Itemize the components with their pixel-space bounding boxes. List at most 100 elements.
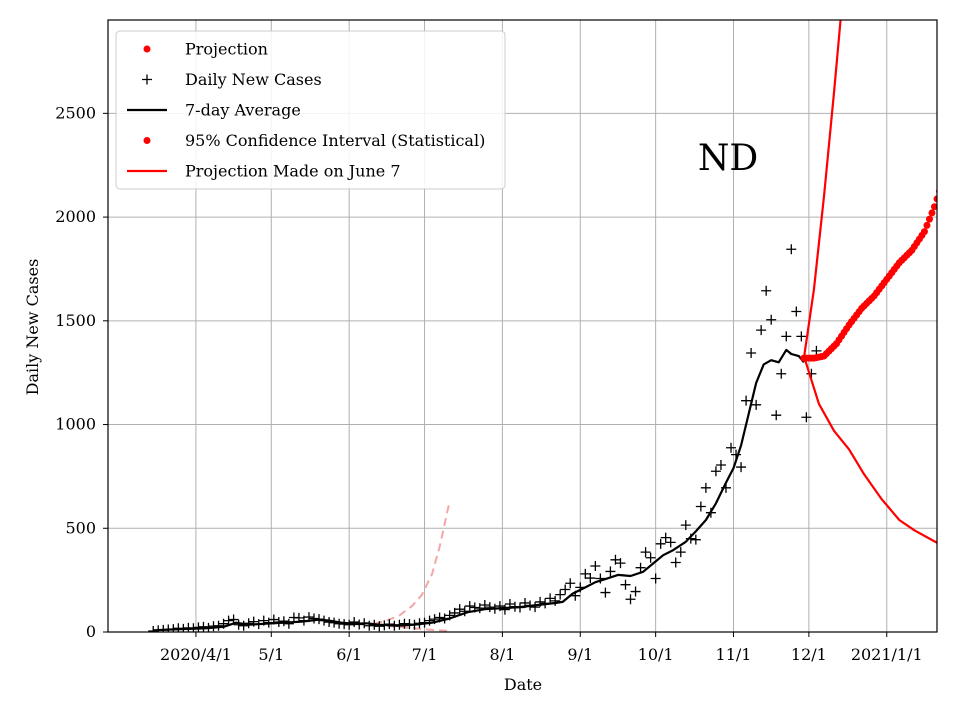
data-point-daily-new-cases: [349, 617, 360, 628]
legend-label: Daily New Cases: [185, 70, 322, 89]
data-point-daily-new-cases: [464, 601, 475, 612]
data-point-daily-new-cases: [560, 584, 571, 595]
x-tick-label: 10/1: [638, 645, 674, 664]
chart-annotation: ND: [698, 138, 758, 179]
y-tick-label: 0: [86, 622, 96, 641]
series-layer: [148, 20, 937, 632]
data-point-daily-new-cases: [499, 604, 510, 615]
data-point-daily-new-cases: [655, 538, 666, 549]
data-point-daily-new-cases: [580, 568, 591, 579]
data-point-daily-new-cases: [484, 602, 495, 613]
data-point-daily-new-cases: [565, 578, 576, 589]
x-tick-label: 5/1: [258, 645, 284, 664]
y-tick-label: 500: [65, 518, 96, 537]
data-point-daily-new-cases: [213, 620, 224, 631]
data-point-daily-new-cases: [645, 552, 656, 563]
legend-marker-plus: [142, 74, 152, 85]
x-tick-label: 2020/4/1: [160, 645, 232, 664]
data-point-daily-new-cases: [665, 537, 676, 548]
legend-label: Projection Made on June 7: [185, 162, 401, 181]
legend-label: 95% Confidence Interval (Statistical): [185, 131, 485, 150]
data-point-projection: [923, 221, 931, 229]
data-point-daily-new-cases: [600, 587, 611, 598]
data-point-daily-new-cases: [640, 547, 651, 558]
x-tick-label: 9/1: [567, 645, 593, 664]
data-point-daily-new-cases: [364, 620, 375, 631]
data-point-daily-new-cases: [550, 595, 561, 606]
data-point-daily-new-cases: [710, 466, 721, 477]
x-tick-label: 7/1: [412, 645, 438, 664]
series-line-projection-made-on-june-7-lower: [802, 355, 937, 545]
data-point-daily-new-cases: [801, 412, 812, 423]
data-point-daily-new-cases: [751, 399, 762, 410]
data-point-daily-new-cases: [700, 482, 711, 493]
data-point-daily-new-cases: [605, 566, 616, 577]
legend-marker-dot: [143, 45, 151, 53]
data-point-daily-new-cases: [726, 442, 737, 453]
data-point-daily-new-cases: [283, 618, 294, 629]
data-point-daily-new-cases: [454, 604, 465, 615]
series-line-projection-made-on-june-7: [802, 20, 842, 359]
data-point-daily-new-cases: [635, 562, 646, 573]
data-point-daily-new-cases: [545, 593, 556, 604]
data-point-daily-new-cases: [660, 532, 671, 543]
data-point-daily-new-cases: [590, 561, 601, 572]
data-point-daily-new-cases: [796, 331, 807, 342]
x-axis-label: Date: [504, 675, 542, 694]
series-line-early-projection-interval-upper: [374, 501, 451, 625]
legend-label: 7-day Average: [185, 101, 301, 120]
data-point-daily-new-cases: [766, 314, 777, 325]
data-point-daily-new-cases: [344, 619, 355, 630]
data-point-daily-new-cases: [715, 459, 726, 470]
x-tick-label: 8/1: [490, 645, 516, 664]
data-point-daily-new-cases: [695, 501, 706, 512]
data-point-projection: [920, 228, 928, 236]
y-tick-label: 2000: [55, 207, 96, 226]
data-point-daily-new-cases: [620, 579, 631, 590]
data-point-daily-new-cases: [776, 368, 787, 379]
plot-frame: [107, 19, 938, 633]
data-point-daily-new-cases: [746, 347, 757, 358]
data-point-projection: [933, 195, 937, 203]
series-clip-group: [148, 20, 937, 632]
legend-box: [115, 30, 506, 190]
data-point-daily-new-cases: [736, 462, 747, 473]
data-point-daily-new-cases: [223, 615, 234, 626]
data-point-daily-new-cases: [238, 620, 249, 631]
data-point-daily-new-cases: [675, 547, 686, 558]
axes: [107, 19, 938, 633]
x-tick-label: 12/1: [791, 645, 827, 664]
x-tick-label: 11/1: [716, 645, 752, 664]
legend-marker-dot: [143, 137, 151, 144]
data-point-daily-new-cases: [670, 557, 681, 568]
data-point-daily-new-cases: [791, 306, 802, 317]
data-point-daily-new-cases: [650, 573, 661, 584]
data-point-daily-new-cases: [474, 603, 485, 614]
data-point-daily-new-cases: [771, 410, 782, 421]
y-tick-label: 2500: [55, 103, 96, 122]
data-point-daily-new-cases: [610, 554, 621, 565]
data-point-daily-new-cases: [198, 621, 209, 632]
data-point-daily-new-cases: [781, 331, 792, 342]
data-point-daily-new-cases: [585, 573, 596, 584]
y-tick-label: 1500: [55, 311, 96, 330]
data-point-daily-new-cases: [494, 601, 505, 612]
y-tick-label: 1000: [55, 415, 96, 434]
data-point-projection: [928, 209, 936, 217]
tick-labels: 2020/4/1 5/1 6/1 7/1 8/1 9/1 10/1 11/1 12/1 2021/…: [55, 103, 922, 664]
data-point-daily-new-cases: [690, 534, 701, 545]
data-point-daily-new-cases: [625, 594, 636, 605]
data-point-daily-new-cases: [786, 244, 797, 255]
legend-label: Projection: [185, 40, 268, 59]
series-line-7-day-average: [153, 348, 805, 632]
data-point-daily-new-cases: [278, 616, 289, 627]
data-point-projection: [925, 215, 933, 223]
x-tick-label: 2021/1/1: [851, 645, 923, 664]
data-point-daily-new-cases: [756, 325, 767, 336]
data-point-daily-new-cases: [555, 589, 566, 600]
data-point-daily-new-cases: [761, 285, 772, 296]
data-point-daily-new-cases: [530, 602, 541, 613]
data-point-daily-new-cases: [374, 621, 385, 632]
